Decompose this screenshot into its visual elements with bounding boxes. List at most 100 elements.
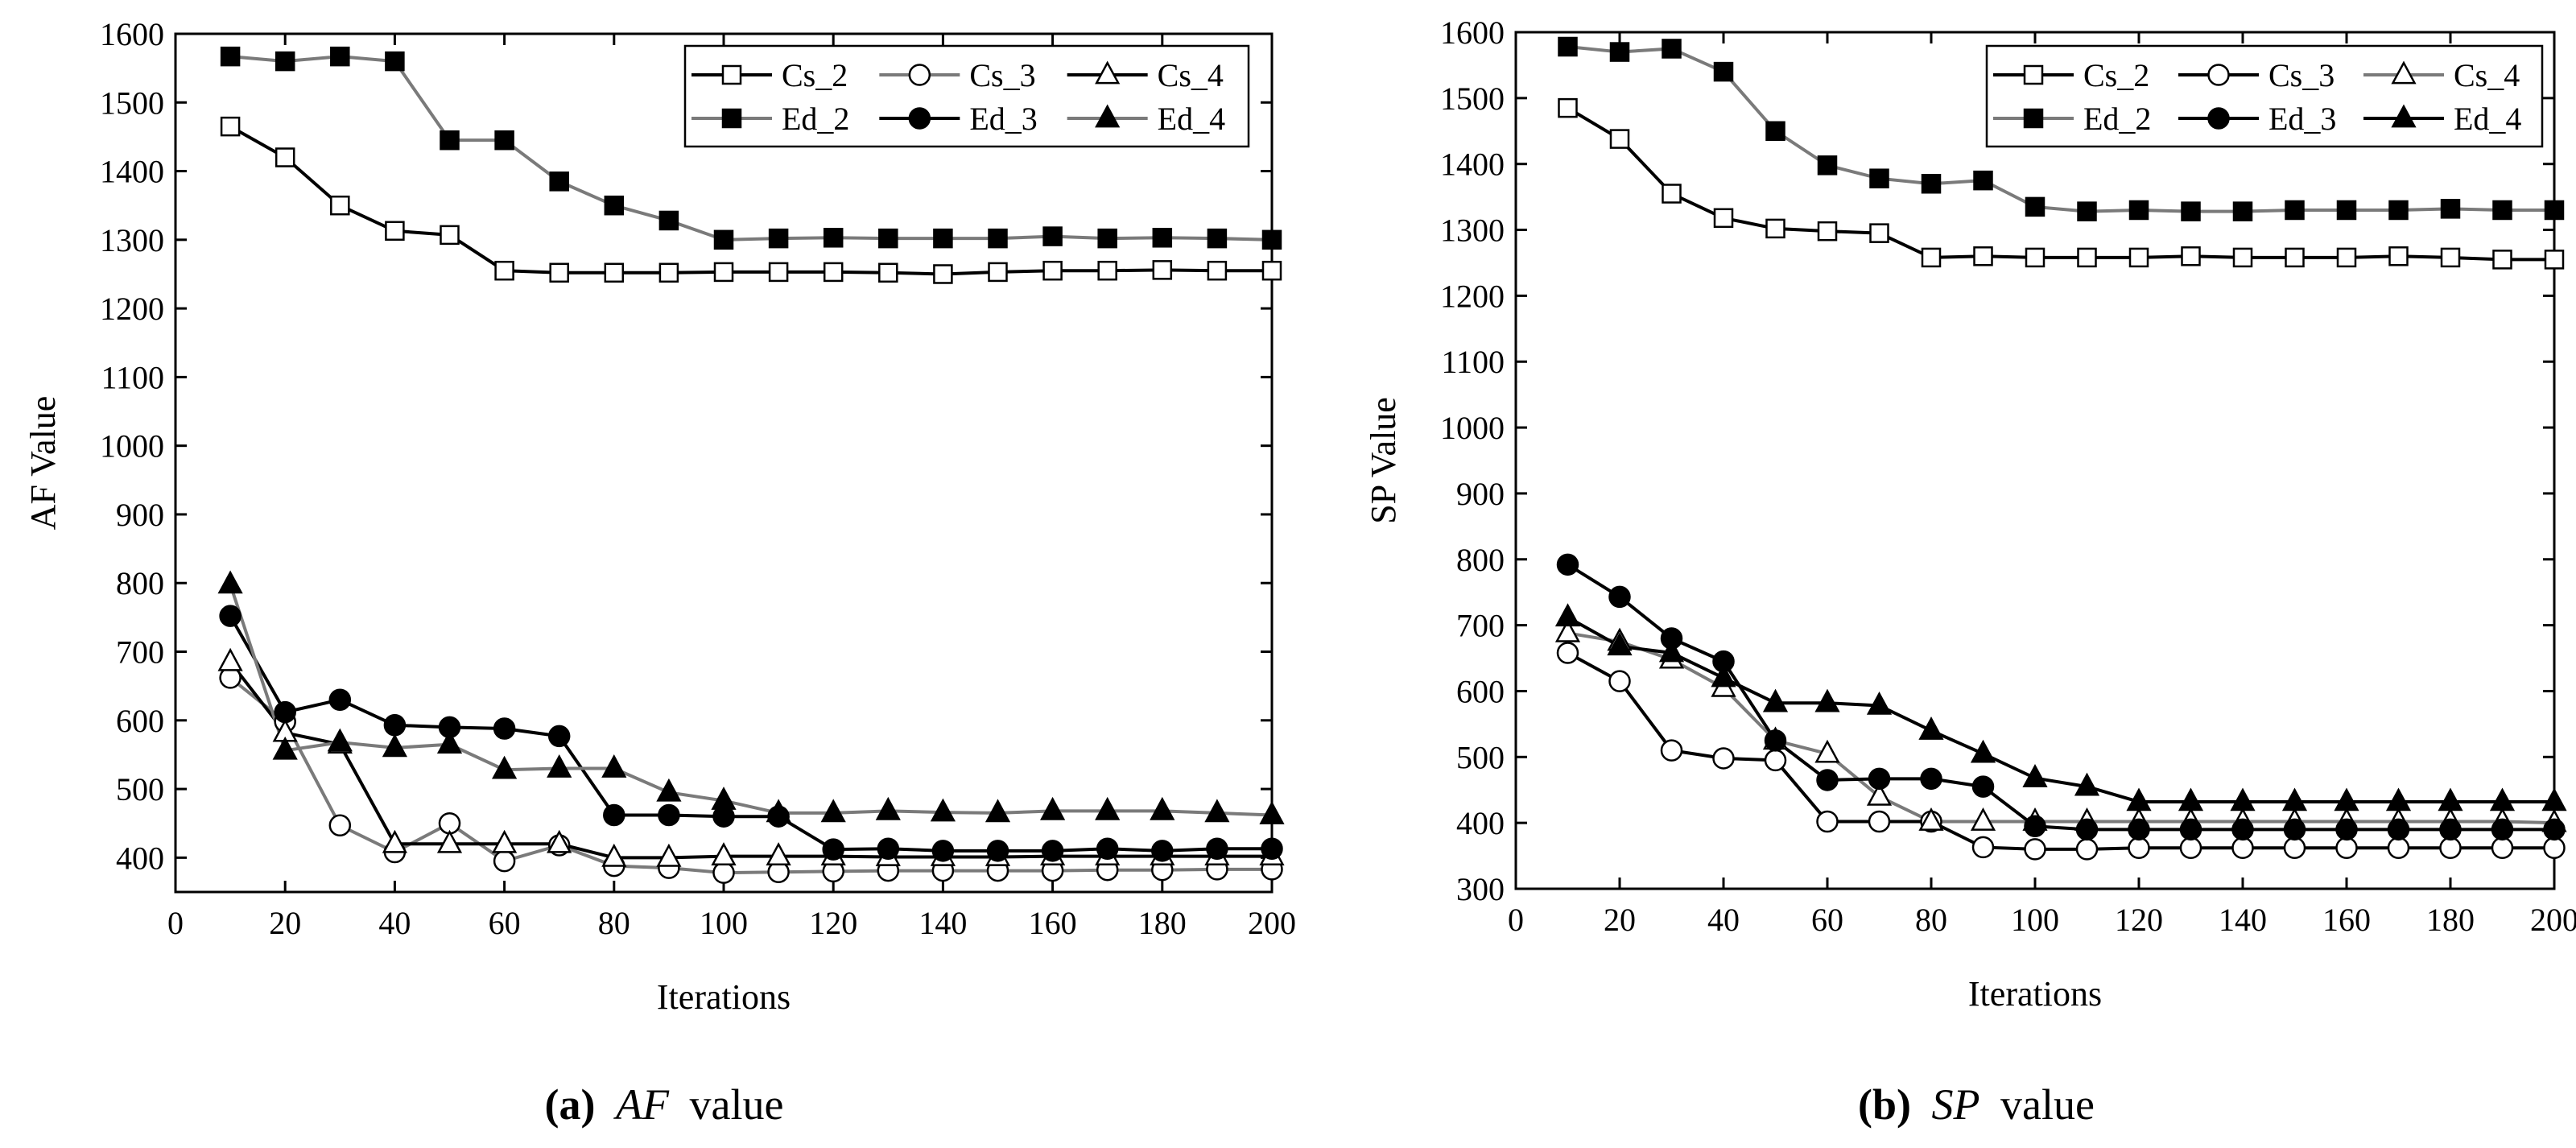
data-point-ed_2 [2181, 201, 2201, 221]
data-point-ed_4 [2281, 787, 2308, 811]
data-point-ed_2 [494, 130, 514, 151]
data-point-cs_2 [1042, 260, 1063, 281]
data-point-ed_3 [658, 803, 680, 827]
data-point-ed_4 [1204, 799, 1230, 823]
data-point-ed_3 [2024, 815, 2046, 837]
caption-sp: (b) SP value [1858, 1080, 2095, 1129]
data-point-cs_2 [878, 262, 898, 283]
data-point-ed_4 [436, 730, 463, 754]
data-point-cs_4 [1554, 618, 1581, 642]
data-point-ed_3 [383, 714, 407, 737]
data-point-cs_2 [604, 262, 625, 283]
x-tick-label: 20 [1604, 902, 1636, 938]
x-tick-label: 100 [2011, 902, 2059, 938]
y-tick-label: 400 [1456, 805, 1505, 841]
data-point-cs_3 [2024, 838, 2046, 861]
data-point-cs_2 [330, 195, 350, 216]
data-point-ed_4 [1970, 739, 1996, 763]
data-point-ed_2 [2232, 201, 2253, 221]
data-point-cs_4 [492, 829, 518, 853]
x-axis-label: Iterations [1968, 974, 2102, 1014]
legend-marker-cs_2 [721, 64, 742, 85]
data-point-ed_3 [1971, 775, 1995, 798]
data-point-cs_2 [2492, 250, 2512, 270]
legend-marker-ed_2 [721, 108, 742, 129]
data-point-ed_4 [1040, 796, 1066, 820]
data-point-cs_4 [547, 829, 572, 853]
data-point-ed_2 [768, 228, 789, 249]
data-point-ed_4 [656, 778, 682, 802]
data-point-cs_4 [656, 843, 682, 867]
data-point-ed_2 [878, 228, 898, 249]
y-tick-label: 1200 [1440, 278, 1505, 314]
data-point-ed_3 [1816, 769, 1839, 791]
legend-label-cs_2: Cs_2 [782, 57, 848, 93]
data-point-ed_2 [1609, 42, 1630, 62]
legend-label-ed_4: Ed_4 [2454, 101, 2521, 137]
x-tick-label: 100 [700, 905, 748, 941]
y-tick-label: 600 [1456, 673, 1505, 709]
data-point-cs_2 [1558, 97, 1578, 118]
data-point-cs_2 [2336, 247, 2357, 268]
data-point-ed_2 [2388, 200, 2409, 221]
legend-label-cs_4: Cs_4 [2454, 57, 2520, 93]
legend-label-cs_2: Cs_2 [2083, 57, 2149, 93]
data-point-cs_2 [220, 116, 241, 137]
data-point-cs_2 [1261, 260, 1282, 281]
legend-marker-ed_4 [1095, 104, 1121, 128]
data-point-ed_2 [220, 46, 241, 67]
data-point-ed_2 [330, 46, 350, 67]
data-point-ed_4 [711, 787, 737, 810]
data-point-cs_2 [658, 262, 679, 283]
data-point-ed_2 [2492, 200, 2512, 221]
data-point-cs_2 [2232, 247, 2253, 268]
data-point-ed_3 [328, 688, 352, 711]
data-point-cs_3 [2179, 836, 2202, 860]
data-point-ed_2 [1869, 168, 1889, 188]
data-point-ed_2 [1713, 61, 1734, 82]
data-point-ed_2 [2336, 200, 2357, 221]
data-point-ed_3 [986, 840, 1009, 862]
series-line-ed_4 [229, 584, 1273, 817]
panel-sp: 0 20 40 60 80 100 120 140 160 180 200 300 400 500 600 7… [1364, 14, 2576, 1014]
series-line-ed_4 [1567, 616, 2554, 803]
data-point-ed_3 [2491, 818, 2514, 841]
legend-label-ed_2: Ed_2 [2083, 101, 2151, 137]
legend-marker-cs_3 [908, 64, 931, 86]
legend-marker-cs_2 [2023, 64, 2044, 85]
data-point-ed_4 [930, 798, 956, 822]
data-point-ed_4 [1095, 796, 1121, 820]
data-point-ed_3 [603, 803, 625, 827]
data-point-ed_3 [877, 837, 900, 861]
data-point-ed_3 [2179, 818, 2202, 841]
legend-marker-cs_3 [2207, 64, 2230, 86]
y-tick-label: 1600 [1440, 14, 1505, 51]
data-point-ed_4 [1607, 632, 1633, 656]
data-point-ed_4 [875, 796, 901, 820]
data-point-cs_2 [549, 262, 569, 283]
data-point-cs_2 [1765, 218, 1785, 239]
data-point-cs_3 [1608, 670, 1631, 692]
y-tick-label: 1500 [100, 85, 164, 121]
data-point-cs_2 [2181, 246, 2201, 266]
data-point-ed_4 [1658, 638, 1685, 663]
data-point-cs_3 [2283, 836, 2306, 860]
data-point-cs_2 [440, 225, 460, 246]
data-point-ed_2 [1558, 36, 1578, 57]
data-point-ed_4 [492, 755, 518, 779]
data-point-ed_2 [440, 130, 460, 151]
data-point-ed_2 [549, 171, 569, 192]
caption-af-letter: (a) [545, 1080, 596, 1129]
y-tick-label: 900 [116, 497, 164, 533]
data-point-ed_3 [2439, 818, 2462, 841]
data-point-cs_2 [385, 221, 405, 242]
data-point-ed_3 [1920, 767, 1942, 791]
legend-box [683, 44, 1250, 148]
data-point-ed_3 [931, 840, 955, 862]
legend-label-ed_3: Ed_3 [2268, 101, 2336, 137]
data-point-ed_4 [2126, 787, 2152, 811]
data-point-cs_3 [1712, 747, 1735, 770]
data-point-ed_4 [1866, 691, 1893, 715]
data-point-cs_3 [712, 861, 735, 884]
legend-label-cs_4: Cs_4 [1158, 57, 1224, 93]
